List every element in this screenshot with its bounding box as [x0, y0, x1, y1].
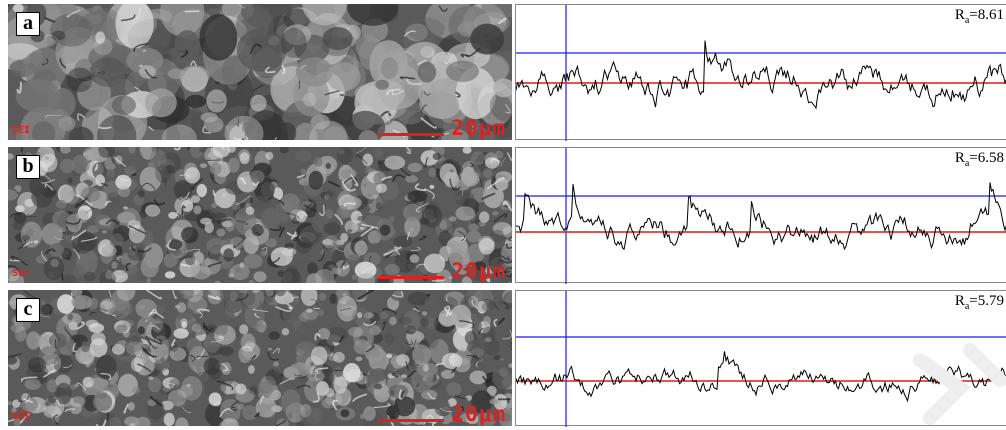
- sei-label-a: SEI: [12, 125, 31, 136]
- panel-c: c SEI 20μm Ra=5.79: [0, 290, 1006, 427]
- watermark-logo: [913, 343, 1006, 425]
- scale-bar-b: [378, 276, 444, 279]
- ra-value-b: Ra=6.58: [954, 150, 1004, 169]
- roughness-profile-b: Ra=6.58: [515, 147, 1006, 284]
- sem-texture-a: [8, 4, 512, 140]
- ra-value-a: Ra=8.61: [954, 7, 1004, 26]
- scale-text-b: 20μm: [451, 259, 506, 283]
- surface-profile-curve: [516, 182, 1006, 251]
- sei-label-b: SEI: [12, 268, 31, 279]
- panel-b: b SEI 20μm Ra=6.58: [0, 147, 1006, 284]
- scale-bar-a: [378, 133, 444, 136]
- panel-a: a SEI 20μm Ra=8.61: [0, 4, 1006, 141]
- ra-value-c: Ra=5.79: [954, 293, 1004, 312]
- sem-micrograph-b: b SEI 20μm: [8, 147, 512, 283]
- panel-label-b: b: [16, 155, 40, 179]
- scale-text-c: 20μm: [451, 402, 506, 426]
- panel-label-c: c: [16, 298, 40, 322]
- scale-bar-c: [378, 419, 444, 422]
- sem-texture-c: [8, 290, 512, 426]
- sem-micrograph-c: c SEI 20μm: [8, 290, 512, 426]
- sem-texture-b: [8, 147, 512, 283]
- roughness-profile-a: Ra=8.61: [515, 4, 1006, 141]
- surface-profile-curve: [516, 351, 1006, 403]
- scale-text-a: 20μm: [451, 116, 506, 140]
- sem-micrograph-a: a SEI 20μm: [8, 4, 512, 140]
- surface-profile-curve: [516, 40, 1006, 110]
- panel-label-a: a: [16, 12, 40, 36]
- sei-label-c: SEI: [12, 411, 31, 422]
